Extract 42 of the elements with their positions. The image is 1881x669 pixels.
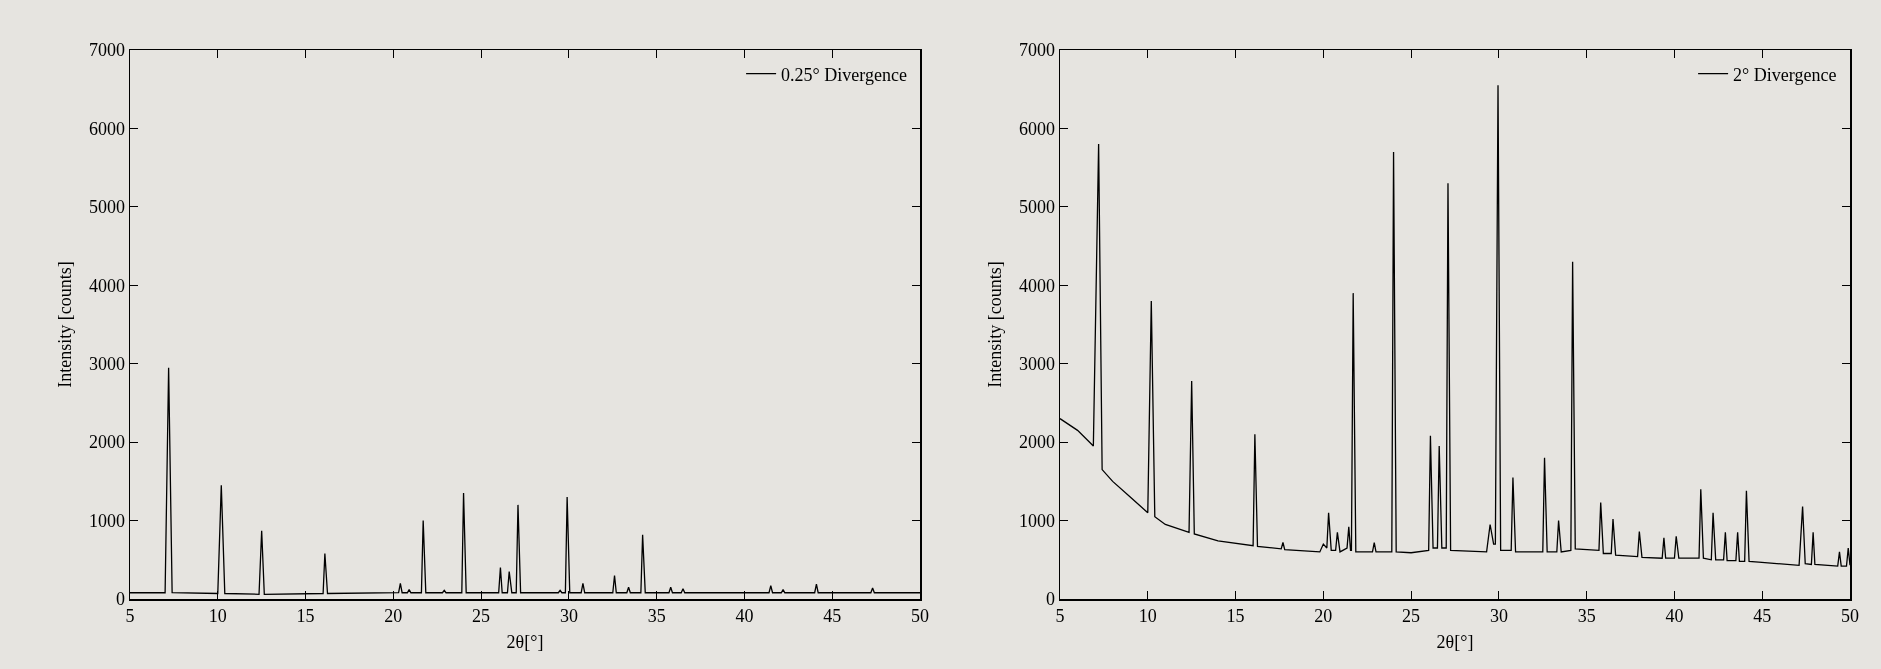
x-tick-label: 25 [1402, 606, 1421, 627]
x-tick-label: 30 [1489, 606, 1508, 627]
x-tick-label: 10 [1138, 606, 1157, 627]
y-tick-label: 2000 [88, 432, 125, 453]
x-tick-label: 5 [1055, 606, 1065, 627]
x-axis-title: 2θ[°] [506, 631, 544, 652]
x-tick-label: 50 [911, 606, 929, 627]
y-tick-label: 4000 [1018, 275, 1055, 296]
x-tick-label: 30 [559, 606, 578, 627]
x-tick-label: 50 [1841, 606, 1859, 627]
x-tick-label: 20 [384, 606, 403, 627]
y-tick-label: 3000 [1018, 354, 1055, 375]
x-tick-label: 40 [735, 606, 754, 627]
y-tick-label: 5000 [1018, 197, 1055, 218]
y-tick-label: 2000 [1018, 432, 1055, 453]
y-tick-label: 5000 [88, 197, 125, 218]
y-axis-title: Intensity [counts] [55, 261, 76, 388]
y-tick-label: 6000 [1018, 118, 1055, 139]
x-axis-title: 2θ[°] [1436, 631, 1474, 652]
x-tick-label: 15 [296, 606, 315, 627]
x-tick-label: 45 [1753, 606, 1772, 627]
y-tick-label: 7000 [88, 40, 125, 61]
x-tick-label: 10 [208, 606, 227, 627]
y-tick-label: 0 [1045, 589, 1055, 610]
x-tick-label: 15 [1226, 606, 1245, 627]
x-tick-label: 20 [1314, 606, 1333, 627]
x-tick-label: 25 [472, 606, 491, 627]
y-tick-label: 4000 [88, 275, 125, 296]
y-tick-label: 1000 [88, 510, 125, 531]
x-tick-label: 35 [1577, 606, 1596, 627]
x-tick-label: 45 [823, 606, 842, 627]
y-tick-label: 1000 [1018, 510, 1055, 531]
y-tick-label: 3000 [88, 354, 125, 375]
x-tick-label: 40 [1665, 606, 1684, 627]
y-tick-label: 7000 [1018, 40, 1055, 61]
x-tick-label: 35 [647, 606, 666, 627]
y-tick-label: 6000 [88, 118, 125, 139]
legend-label: 0.25° Divergence [781, 64, 907, 85]
y-axis-title: Intensity [counts] [985, 261, 1006, 388]
x-tick-label: 5 [125, 606, 135, 627]
y-tick-label: 0 [115, 589, 125, 610]
legend-label: 2° Divergence [1733, 64, 1837, 85]
